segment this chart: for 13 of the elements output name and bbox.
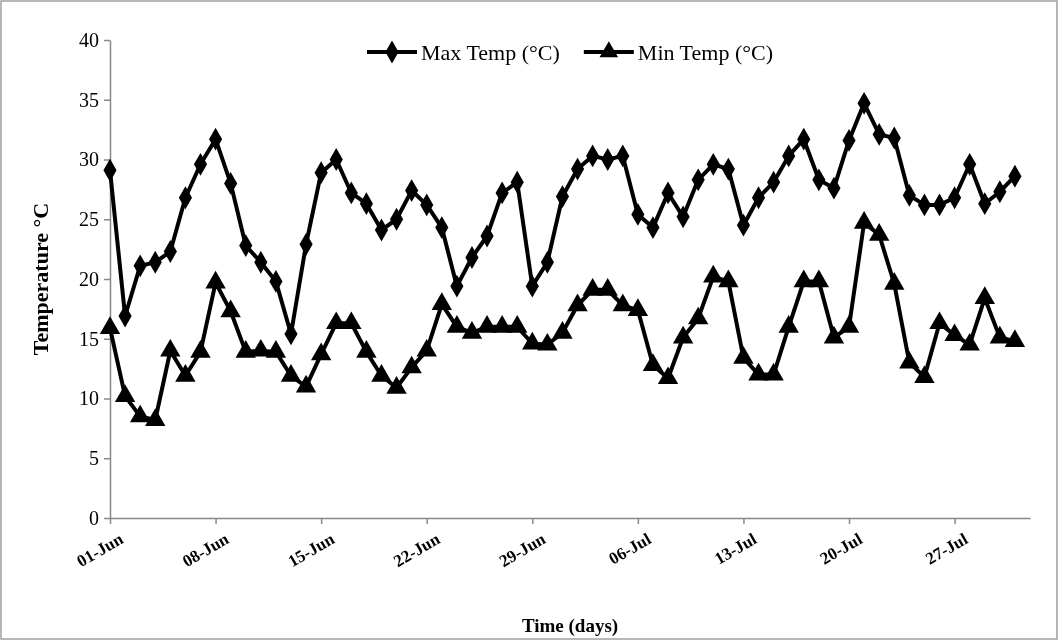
y-tick-label: 25: [79, 208, 99, 231]
y-tick-label: 5: [89, 447, 99, 470]
y-axis-title: Temperature °C: [28, 202, 53, 356]
y-tick-label: 0: [89, 506, 99, 529]
x-axis-title: Time (days): [521, 615, 619, 637]
y-tick-label: 15: [79, 327, 99, 350]
y-tick-label: 40: [79, 28, 99, 51]
y-tick-label: 10: [79, 387, 99, 410]
legend-label: Max Temp (°C): [420, 39, 560, 65]
y-tick-label: 20: [79, 267, 99, 290]
y-tick-label: 30: [79, 148, 99, 171]
y-tick-label: 35: [79, 88, 99, 111]
legend-label: Min Temp (°C): [637, 39, 774, 65]
